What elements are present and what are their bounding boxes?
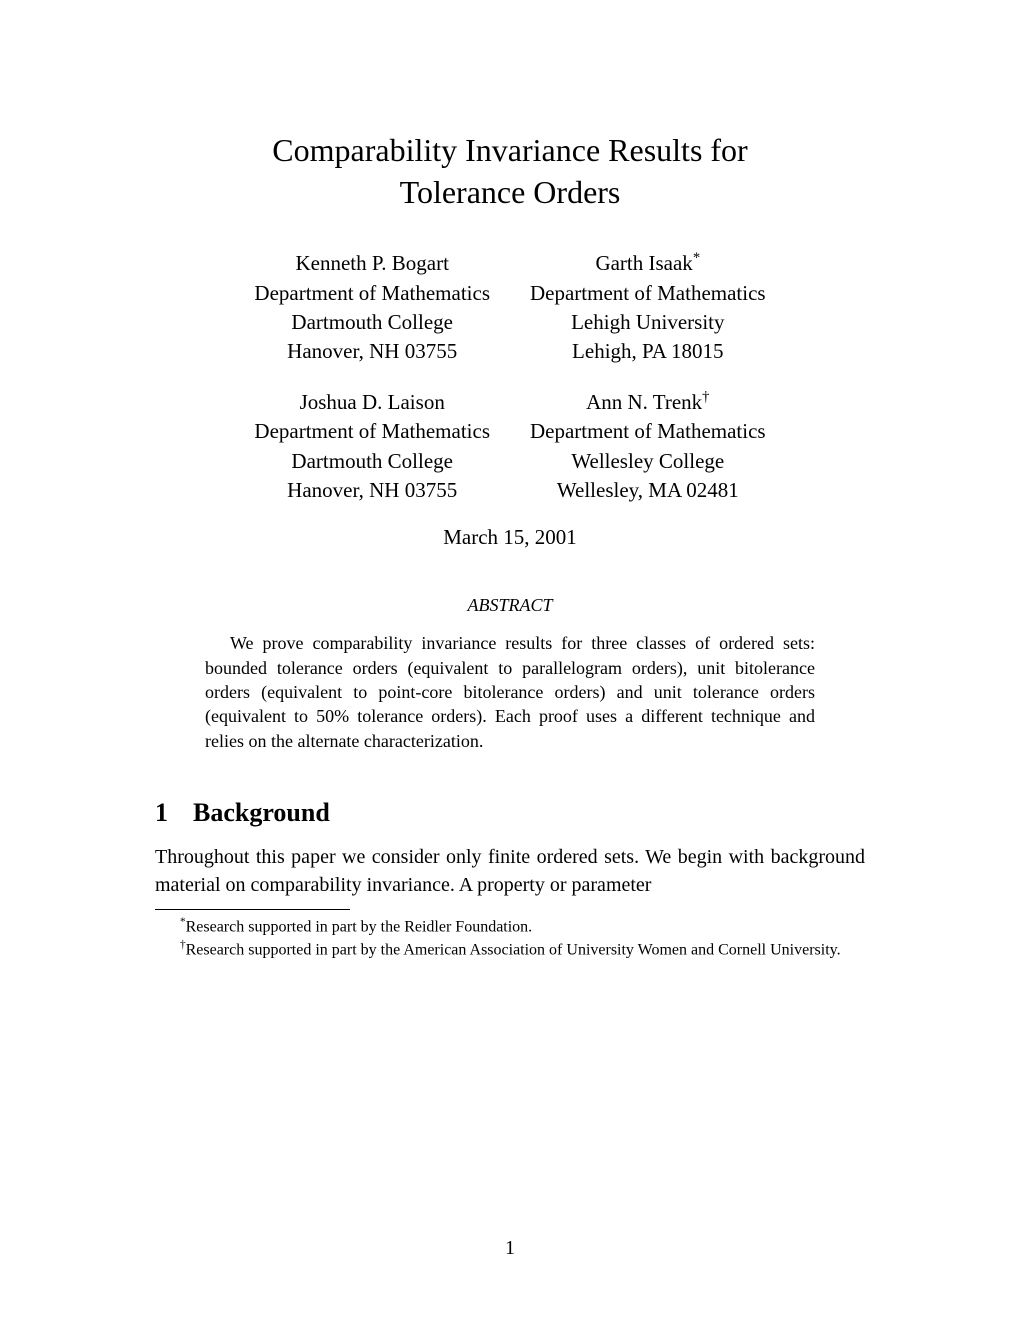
abstract-text: We prove comparability invariance result… [205, 633, 815, 750]
section-header: 1 Background [155, 798, 865, 828]
author-marker: † [702, 389, 709, 405]
author-dept: Department of Mathematics [530, 417, 766, 446]
abstract-title: ABSTRACT [155, 595, 865, 616]
body-paragraph: Throughout this paper we consider only f… [155, 843, 865, 899]
author-institution: Wellesley College [530, 447, 766, 476]
section-title: Background [193, 798, 330, 827]
author-name: Kenneth P. Bogart [296, 251, 449, 275]
footnote: *Research supported in part by the Reidl… [155, 915, 865, 938]
author-name: Garth Isaak [595, 251, 692, 275]
section-number: 1 [155, 798, 168, 828]
abstract-body: We prove comparability invariance result… [205, 631, 815, 752]
author-address: Lehigh, PA 18015 [530, 337, 766, 366]
author-dept: Department of Mathematics [254, 417, 490, 446]
author-address: Hanover, NH 03755 [254, 337, 490, 366]
author-dept: Department of Mathematics [254, 279, 490, 308]
page-number: 1 [0, 1237, 1020, 1260]
title-line-2: Tolerance Orders [400, 174, 621, 210]
author-institution: Dartmouth College [254, 308, 490, 337]
author-dept: Department of Mathematics [530, 279, 766, 308]
authors-row-2: Joshua D. Laison Department of Mathemati… [155, 387, 865, 506]
author-address: Hanover, NH 03755 [254, 476, 490, 505]
paper-title: Comparability Invariance Results for Tol… [155, 130, 865, 213]
footnote-rule [155, 909, 350, 910]
author-name: Joshua D. Laison [300, 390, 445, 414]
paper-date: March 15, 2001 [155, 525, 865, 550]
footnote-text: Research supported in part by the Reidle… [186, 918, 533, 935]
author-block: Joshua D. Laison Department of Mathemati… [254, 387, 490, 506]
author-marker: * [693, 250, 700, 266]
author-block: Ann N. Trenk† Department of Mathematics … [530, 387, 766, 506]
footnote-text: Research supported in part by the Americ… [186, 941, 841, 958]
author-institution: Lehigh University [530, 308, 766, 337]
authors-row-1: Kenneth P. Bogart Department of Mathemat… [155, 248, 865, 367]
author-address: Wellesley, MA 02481 [530, 476, 766, 505]
author-block: Garth Isaak* Department of Mathematics L… [530, 248, 766, 367]
footnote: †Research supported in part by the Ameri… [155, 938, 865, 961]
author-name: Ann N. Trenk [586, 390, 702, 414]
footnotes: *Research supported in part by the Reidl… [155, 915, 865, 961]
author-institution: Dartmouth College [254, 447, 490, 476]
title-line-1: Comparability Invariance Results for [272, 132, 747, 168]
author-block: Kenneth P. Bogart Department of Mathemat… [254, 248, 490, 367]
